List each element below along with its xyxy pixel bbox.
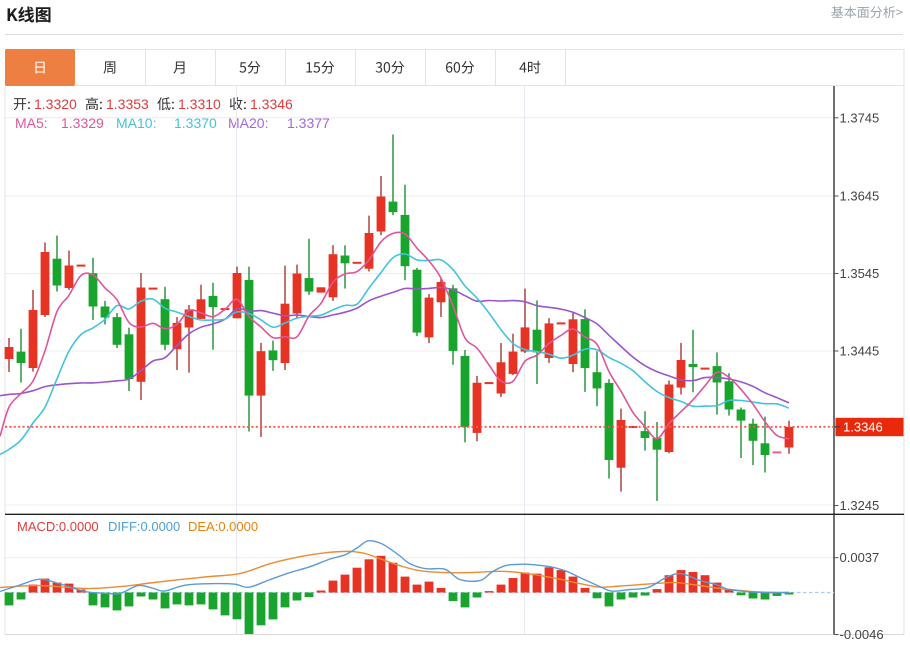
- svg-text:DEA:0.0000: DEA:0.0000: [188, 519, 258, 534]
- svg-text:DIFF:0.0000: DIFF:0.0000: [108, 519, 180, 534]
- svg-text:1.3245: 1.3245: [840, 498, 880, 513]
- svg-text:MACD:0.0000: MACD:0.0000: [17, 519, 99, 534]
- svg-text:1.3745: 1.3745: [840, 110, 880, 125]
- svg-text:0.0037: 0.0037: [840, 550, 880, 565]
- svg-text:1.3346: 1.3346: [843, 420, 883, 435]
- svg-text:1.3645: 1.3645: [840, 189, 880, 204]
- svg-text:1.3545: 1.3545: [840, 266, 880, 281]
- svg-text:-0.0046: -0.0046: [840, 627, 884, 642]
- svg-text:1.3445: 1.3445: [840, 344, 880, 359]
